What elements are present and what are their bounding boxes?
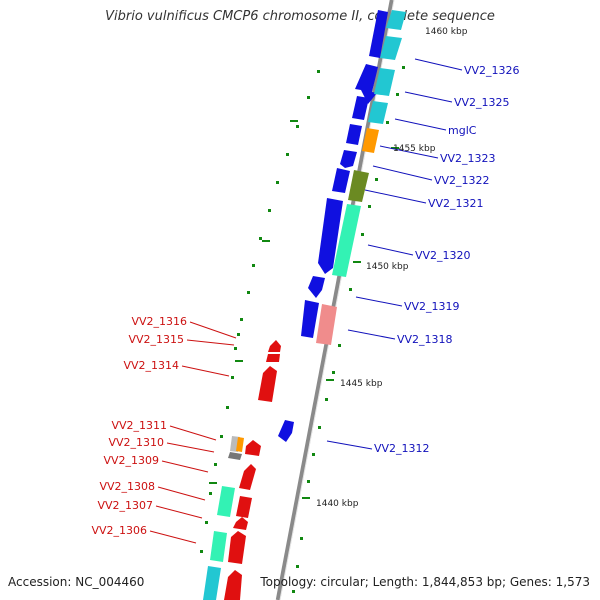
gene-arrow (318, 198, 343, 274)
gene-block (217, 486, 235, 517)
gene-arrow (340, 150, 357, 168)
forward-gene-labels: VV2_1326 VV2_1325 mglC VV2_1323 VV2_1322… (374, 64, 520, 455)
gene-arrow (301, 300, 319, 338)
gene-arrow (355, 64, 378, 104)
gene-arrow (308, 276, 325, 298)
kbp-label: 1440 kbp (316, 499, 359, 509)
gene-block (386, 10, 406, 30)
gene-arrow (278, 420, 294, 442)
gene-arrow (268, 340, 281, 352)
gene-block (368, 101, 388, 124)
gene-arrow (346, 124, 362, 145)
gene-label: VV2_1320 (415, 249, 471, 262)
gene-block (236, 437, 244, 452)
accession-text: Accession: NC_004460 (8, 575, 145, 589)
gene-block (348, 170, 369, 202)
gene-block (374, 68, 395, 96)
gene-arrow (332, 168, 350, 193)
kbp-label: 1460 kbp (425, 27, 468, 37)
forward-strand-genes (278, 10, 388, 442)
gene-arrow (224, 570, 242, 600)
gene-block (316, 304, 337, 345)
gene-block (228, 452, 242, 460)
gene-arrow (239, 464, 256, 490)
label-leaders (149, 58, 463, 544)
gene-label: VV2_1315 (128, 333, 184, 346)
gene-label: VV2_1319 (404, 300, 460, 313)
gene-label: VV2_1321 (428, 197, 484, 210)
gene-label: VV2_1306 (91, 524, 147, 537)
kbp-label: 1450 kbp (366, 262, 409, 272)
gene-arrow (266, 354, 280, 362)
gene-label: VV2_1312 (374, 442, 430, 455)
reverse-gene-labels: VV2_1316 VV2_1315 VV2_1314 VV2_1311 VV2_… (91, 315, 187, 537)
gene-label: VV2_1322 (434, 174, 490, 187)
gene-label: VV2_1314 (123, 359, 179, 372)
gene-arrow (228, 531, 246, 564)
backbone (275, 0, 395, 600)
gene-block (332, 204, 361, 277)
gene-label: VV2_1309 (103, 454, 159, 467)
gene-label: VV2_1307 (97, 499, 153, 512)
gene-label: VV2_1316 (131, 315, 187, 328)
gene-block (362, 128, 379, 153)
gene-arrow (236, 496, 252, 518)
gene-label: VV2_1311 (111, 419, 167, 432)
kbp-labels: 1460 kbp 1455 kbp 1450 kbp 1445 kbp 1440… (316, 27, 468, 509)
gene-label: mglC (448, 124, 477, 137)
feature-blocks (316, 10, 406, 345)
kbp-label: 1445 kbp (340, 379, 383, 389)
gene-label: VV2_1323 (440, 152, 496, 165)
gene-label: VV2_1318 (397, 333, 453, 346)
reverse-strand-genes (203, 340, 281, 600)
major-ticks (209, 120, 399, 499)
gene-arrow (352, 96, 369, 120)
gene-label: VV2_1308 (99, 480, 155, 493)
gene-label: VV2_1310 (108, 436, 164, 449)
gene-arrow (245, 440, 261, 456)
gene-label: VV2_1325 (454, 96, 510, 109)
gene-arrow (369, 10, 388, 58)
kbp-label: 1455 kbp (393, 144, 436, 154)
gene-block (203, 566, 221, 600)
topology-text: Topology: circular; Length: 1,844,853 bp… (260, 575, 590, 589)
gene-arrow (233, 517, 248, 530)
gene-block (380, 36, 402, 60)
gene-label: VV2_1326 (464, 64, 520, 77)
scale-dots (200, 66, 405, 593)
gene-arrow (258, 366, 277, 402)
gene-block (210, 531, 227, 562)
